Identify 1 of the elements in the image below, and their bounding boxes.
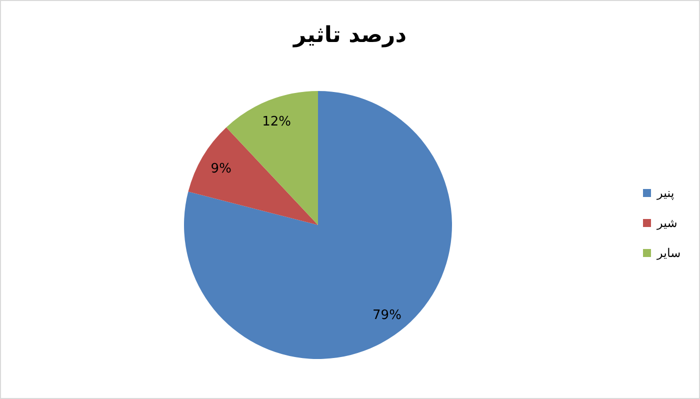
title: درصد تاثیر: [293, 23, 407, 48]
